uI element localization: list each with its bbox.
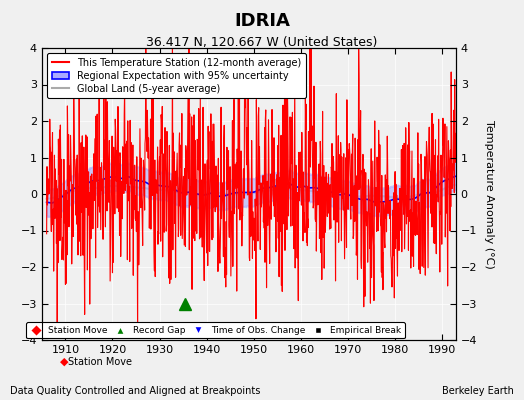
Text: Station Move: Station Move <box>68 357 132 367</box>
Text: Data Quality Controlled and Aligned at Breakpoints: Data Quality Controlled and Aligned at B… <box>10 386 261 396</box>
Text: ◆: ◆ <box>60 357 68 367</box>
Legend: Station Move, Record Gap, Time of Obs. Change, Empirical Break: Station Move, Record Gap, Time of Obs. C… <box>27 322 405 338</box>
Text: 36.417 N, 120.667 W (United States): 36.417 N, 120.667 W (United States) <box>146 36 378 49</box>
Text: IDRIA: IDRIA <box>234 12 290 30</box>
Text: Berkeley Earth: Berkeley Earth <box>442 386 514 396</box>
Y-axis label: Temperature Anomaly (°C): Temperature Anomaly (°C) <box>484 120 494 268</box>
